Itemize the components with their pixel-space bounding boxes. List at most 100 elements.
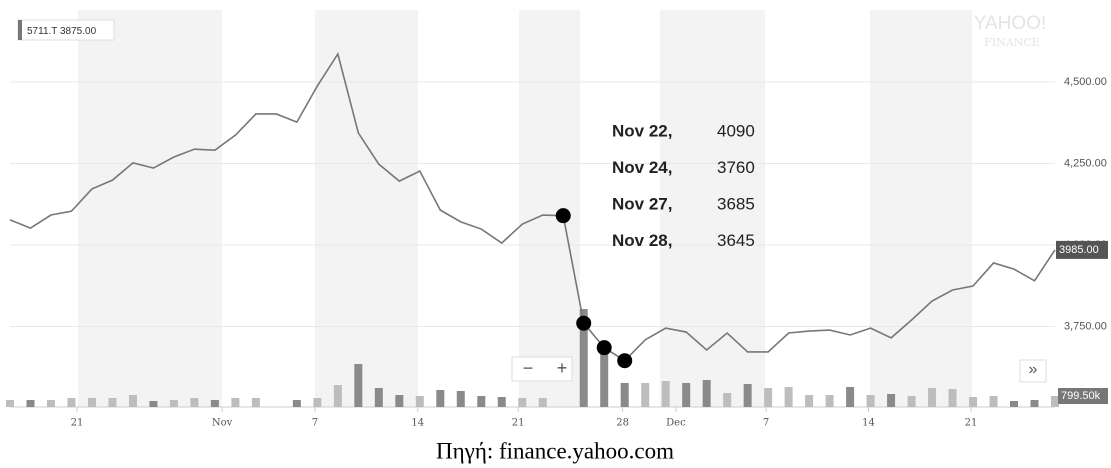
volume-bar (969, 397, 978, 407)
y-tick-label: 4,500.00 (1064, 76, 1107, 88)
volume-bar (456, 391, 465, 407)
x-tick-label: 28 (616, 418, 629, 429)
volume-bar (538, 398, 547, 407)
volume-bar (948, 389, 957, 407)
zoom-buttons[interactable]: − + (511, 356, 573, 382)
watermark: YAHOO! (974, 13, 1047, 34)
volume-bar (518, 398, 527, 407)
x-tick-label: 21 (71, 418, 84, 429)
x-tick-label: Nov (212, 418, 233, 429)
volume-bar (210, 400, 219, 407)
volume-bar (928, 388, 937, 407)
volume-bar (374, 388, 383, 407)
annotation-value: 3645 (717, 231, 755, 250)
volume-bar (1010, 401, 1019, 407)
volume-bar (292, 400, 301, 407)
volume-bar (723, 393, 732, 407)
volume-bar (333, 385, 342, 407)
x-tick-label: 14 (862, 418, 875, 429)
legend-label: 5711.T 3875.00 (27, 26, 97, 37)
zoom-out[interactable]: − (523, 358, 534, 378)
volume-bar (436, 390, 445, 407)
annotation-date: Nov 27, (612, 194, 672, 213)
volume-bar (989, 396, 998, 407)
volume-bar (415, 396, 424, 407)
volume-bar (169, 400, 178, 407)
legend-swatch (18, 20, 22, 40)
volume-label-box (1058, 388, 1108, 405)
band (519, 10, 580, 407)
volume-bar (600, 347, 609, 407)
last-price-label: 3985.00 (1059, 244, 1099, 256)
price-line (9, 52, 1056, 362)
legend: 5711.T 3875.00 (17, 19, 115, 41)
band (660, 10, 765, 407)
volume-bar (251, 398, 260, 407)
volume-bar (764, 388, 773, 407)
volume-bar (846, 387, 855, 407)
band (870, 10, 972, 407)
volume-bar (825, 395, 834, 407)
volume-bar (866, 395, 875, 407)
scroll-box[interactable] (1019, 359, 1047, 383)
volume-bar (108, 398, 117, 407)
volume-label: 799.50k (1061, 390, 1101, 402)
volume-bar (620, 383, 629, 407)
volume-bar (1030, 400, 1039, 407)
x-tick-label: 7 (312, 418, 318, 429)
plot: 3,750.004,000.004,250.004,500.0021Nov714… (6, 52, 1108, 429)
volume-bar (46, 400, 55, 407)
shading (78, 10, 972, 407)
volume-bar (579, 309, 588, 407)
series-name: 5711.T (27, 26, 57, 37)
annotation-date: Nov 24, (612, 158, 672, 177)
volume-bar (395, 395, 404, 407)
annotation-dot (576, 315, 592, 331)
volume-bar (67, 398, 76, 407)
volume-bar (477, 396, 486, 407)
annotation-date: Nov 28, (612, 231, 672, 250)
caption: Πηγή: finance.yahoo.com (436, 438, 674, 463)
volume-bar (743, 384, 752, 407)
annotation-dot (555, 208, 571, 224)
x-tick-label: 7 (763, 418, 769, 429)
volume-bar (702, 380, 711, 407)
volume-bar (784, 387, 793, 407)
volume-bar (1051, 396, 1059, 407)
zoom-in[interactable]: + (557, 358, 568, 378)
band (78, 10, 222, 407)
volume-bar (354, 364, 363, 407)
annotation-date: Nov 22, (612, 121, 672, 140)
x-tick-label: 14 (411, 418, 424, 429)
x-tick-label: 21 (965, 418, 978, 429)
volume-bar (682, 383, 691, 407)
volume-bar (6, 400, 14, 407)
watermark: FINANCE (984, 36, 1040, 49)
zoom-box (511, 356, 573, 382)
volume-bar (190, 398, 199, 407)
band (315, 10, 418, 407)
annotation-dot (596, 340, 612, 356)
annotation-value: 4090 (717, 121, 755, 140)
y-tick-label: 4,250.00 (1064, 157, 1107, 169)
volume-bar (231, 398, 240, 407)
volume-bar (149, 401, 158, 407)
volume-bar (128, 395, 137, 407)
volume-bar (497, 397, 506, 407)
volume-bar (641, 383, 650, 407)
volume-bar (313, 398, 322, 407)
volume-bar (805, 395, 814, 407)
volume-bar (26, 400, 35, 407)
y-tick-label: 3,750.00 (1064, 320, 1107, 332)
legend-price: 3875.00 (60, 26, 97, 37)
annotation-dot (617, 353, 633, 369)
annotation-value: 3685 (717, 194, 755, 213)
volume-bar (907, 396, 916, 407)
x-tick-label: Dec (666, 418, 686, 429)
last-price-box (1056, 240, 1108, 259)
volume-bar (661, 381, 670, 407)
volume-bar (887, 394, 896, 407)
x-tick-label: 21 (512, 418, 525, 429)
scroll-button[interactable]: » (1029, 361, 1038, 378)
